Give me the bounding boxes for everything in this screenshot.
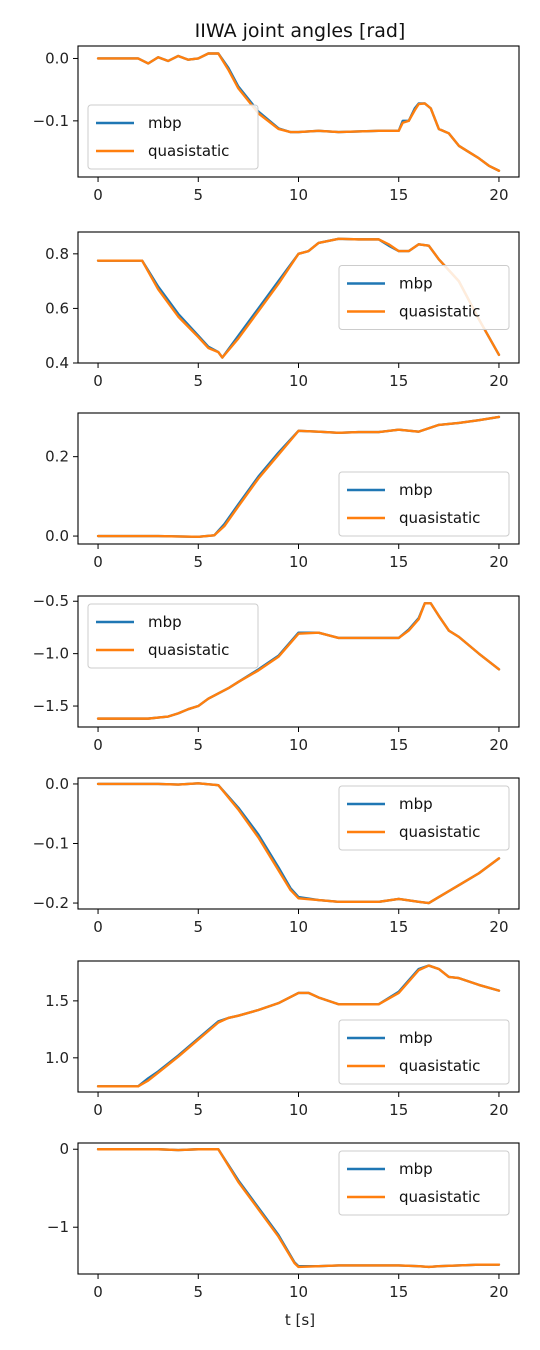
legend-label-mbp: mbp [399,795,433,813]
subplot-3: 0 5 10 15 20 0.0 0.2 mbp quasistatic [45,412,520,571]
x-tick-label: 0 [93,1283,103,1301]
y-tick-label: 0.0 [45,49,69,67]
y-tick-label: 1.0 [45,1049,69,1067]
legend: mbp quasistatic [338,1150,510,1216]
legend-box [338,1150,510,1216]
x-tick-label: 20 [489,736,508,754]
x-tick-label: 5 [193,372,203,390]
x-tick-label: 10 [289,918,308,936]
figure-title: IIWA joint angles [rad] [195,20,406,42]
y-tick-label: 1.5 [45,992,69,1010]
y-tick-label: 0.4 [45,354,69,372]
y-tick-label: 0 [59,1140,69,1158]
legend-label-quasistatic: quasistatic [399,509,480,527]
x-tick-label: 0 [93,1101,103,1119]
x-tick-label: 15 [389,372,408,390]
x-tick-label: 0 [93,186,103,204]
subplot-6: 0 5 10 15 20 1.0 1.5 mbp quasistatic [45,960,520,1119]
x-tick-label: 10 [289,372,308,390]
subplot-panels: 0 5 10 15 20 0.0 −0.1 mbp quasistatic 0 5 10 15 20 0.4… [33,45,520,1301]
legend-label-mbp: mbp [399,1029,433,1047]
y-tick-label: 0.6 [45,299,69,317]
series-line-quasistatic [96,52,501,172]
x-tick-label: 15 [389,918,408,936]
x-tick-label: 15 [389,186,408,204]
x-tick-label: 20 [489,186,508,204]
x-tick-label: 20 [489,1101,508,1119]
legend: mbp quasistatic [87,104,259,170]
y-tick-label: −0.1 [33,112,69,130]
legend-label-mbp: mbp [148,114,182,132]
legend-label-quasistatic: quasistatic [399,1057,480,1075]
series-line-quasistatic [96,964,501,1088]
subplot-5: 0 5 10 15 20 0.0 −0.1 −0.2 mbp quasistatic [33,775,520,936]
series-line-quasistatic [96,782,501,905]
legend-label-mbp: mbp [399,275,433,293]
x-tick-label: 5 [193,1283,203,1301]
legend: mbp quasistatic [338,265,510,330]
y-tick-label: −1.5 [33,697,69,715]
legend-label-quasistatic: quasistatic [399,1188,480,1206]
y-tick-label: 0.2 [45,448,69,466]
series-line-quasistatic [96,237,501,359]
x-tick-label: 5 [193,186,203,204]
legend-label-mbp: mbp [399,1160,433,1178]
x-tick-label: 5 [193,736,203,754]
legend-label-quasistatic: quasistatic [399,823,480,841]
x-tick-label: 5 [193,1101,203,1119]
series-line-quasistatic [96,415,501,539]
legend-box [338,785,510,851]
series-line-quasistatic [96,1148,501,1269]
x-axis-label: t [s] [285,1311,315,1329]
y-tick-label: 0.0 [45,527,69,545]
legend: mbp quasistatic [338,1019,510,1085]
x-tick-label: 5 [193,918,203,936]
y-tick-label: −1.0 [33,645,69,663]
legend: mbp quasistatic [87,603,259,669]
subplot-1: 0 5 10 15 20 0.0 −0.1 mbp quasistatic [33,45,520,204]
x-tick-label: 0 [93,372,103,390]
x-tick-label: 0 [93,553,103,571]
x-tick-label: 0 [93,736,103,754]
x-tick-label: 10 [289,736,308,754]
legend-box [338,265,510,330]
y-tick-label: −0.5 [33,592,69,610]
x-tick-label: 15 [389,736,408,754]
y-tick-label: 0.8 [45,245,69,263]
y-tick-label: −0.2 [33,894,69,912]
subplot-2: 0 5 10 15 20 0.4 0.6 0.8 mbp quasistatic [45,231,520,390]
x-tick-label: 5 [193,553,203,571]
x-tick-label: 15 [389,1283,408,1301]
x-tick-label: 15 [389,553,408,571]
x-tick-label: 15 [389,1101,408,1119]
legend: mbp quasistatic [338,785,510,851]
x-tick-label: 20 [489,1283,508,1301]
legend-label-quasistatic: quasistatic [148,142,229,160]
legend-label-quasistatic: quasistatic [148,641,229,659]
y-tick-label: −0.1 [33,835,69,853]
legend-box [338,471,510,537]
legend-box [87,104,259,170]
legend-label-mbp: mbp [148,613,182,631]
legend: mbp quasistatic [338,471,510,537]
x-tick-label: 0 [93,918,103,936]
legend-label-mbp: mbp [399,481,433,499]
x-tick-label: 10 [289,553,308,571]
subplot-7: 0 5 10 15 20 0 −1 mbp quasistatic [47,1140,520,1301]
x-tick-label: 20 [489,553,508,571]
x-tick-label: 10 [289,1101,308,1119]
legend-box [87,603,259,669]
x-tick-label: 20 [489,372,508,390]
x-tick-label: 10 [289,186,308,204]
y-tick-label: −1 [47,1218,69,1236]
legend-label-quasistatic: quasistatic [399,303,480,321]
legend-box [338,1019,510,1085]
subplot-4: 0 5 10 15 20 −1.5 −1.0 −0.5 mbp quasistatic [33,592,520,754]
y-tick-label: 0.0 [45,775,69,793]
x-tick-label: 10 [289,1283,308,1301]
x-tick-label: 20 [489,918,508,936]
series-line-quasistatic [96,602,501,720]
